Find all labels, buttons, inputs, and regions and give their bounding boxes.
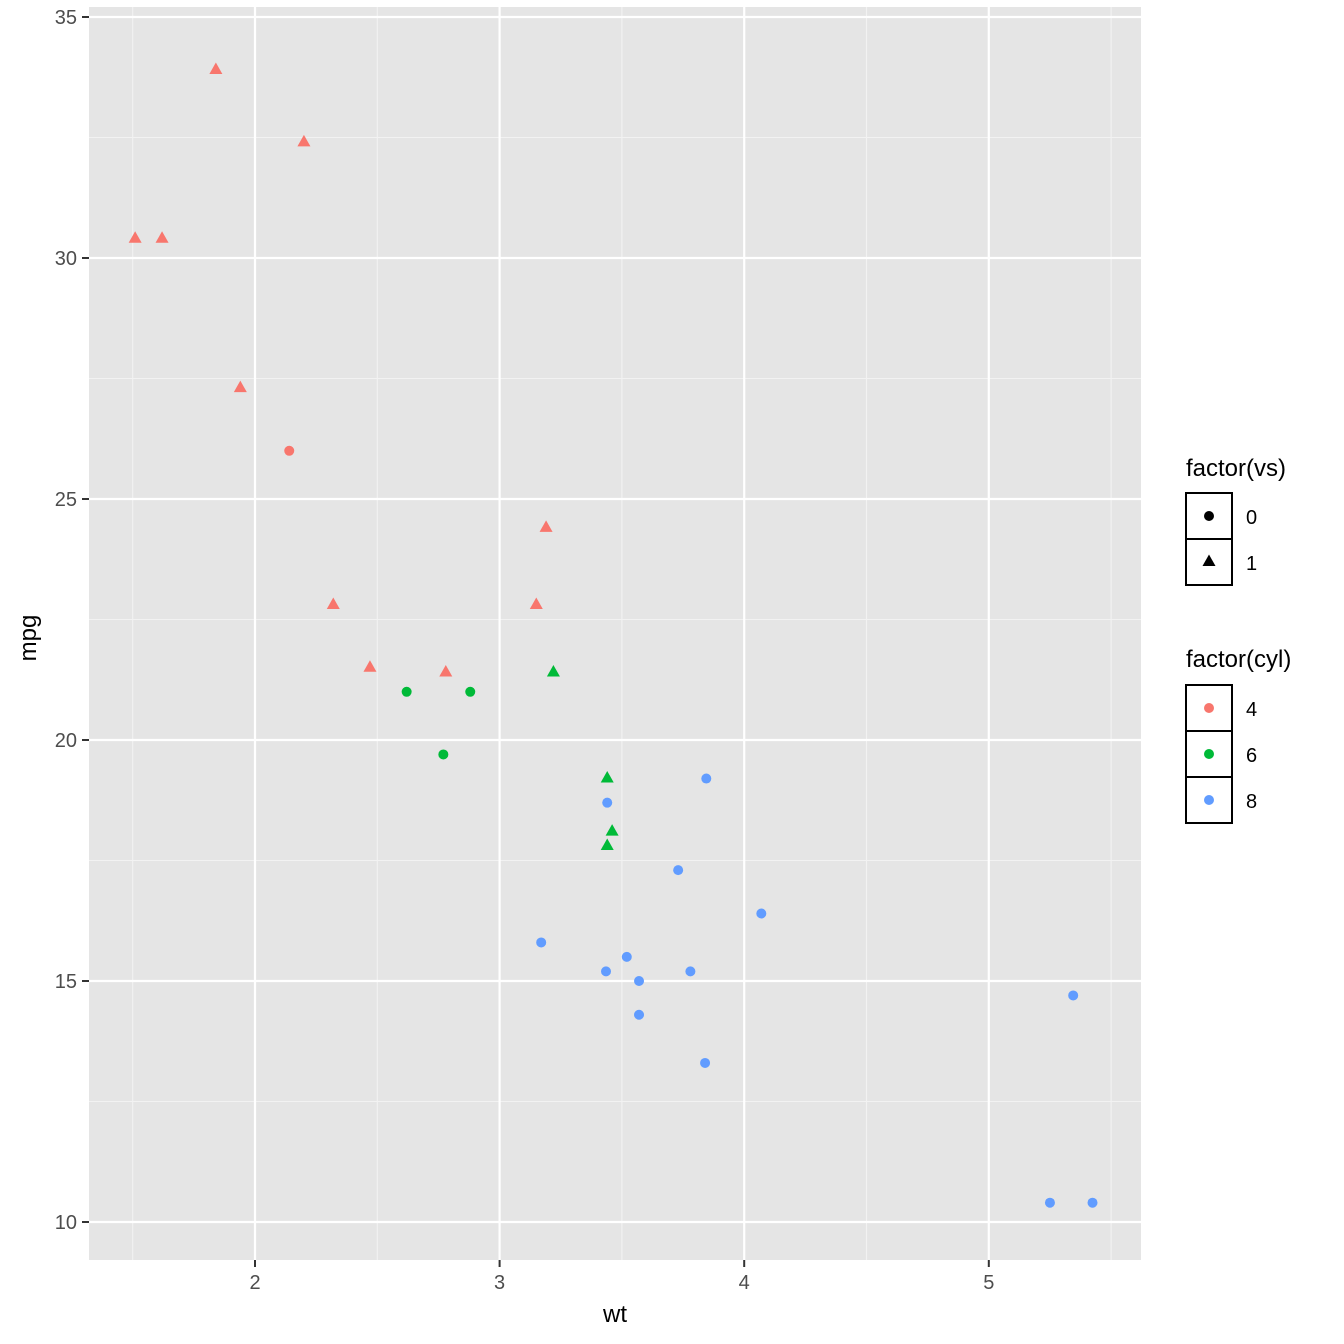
- data-point-triangle-cyl6: [546, 665, 560, 677]
- data-point-circle-cyl8: [602, 797, 613, 808]
- data-point-triangle-cyl6: [605, 824, 619, 836]
- x-axis-title: wt: [602, 1301, 627, 1328]
- y-tick-label: 25: [55, 489, 77, 511]
- data-point-triangle-cyl4: [233, 380, 247, 393]
- data-point-circle-cyl4: [284, 445, 295, 456]
- data-point-circle-cyl8: [601, 966, 612, 977]
- y-tick-label: 35: [55, 7, 77, 29]
- data-point-circle-cyl6: [401, 686, 412, 697]
- x-tick-label: 5: [983, 1272, 994, 1294]
- data-point-triangle-cyl4: [539, 520, 553, 532]
- minor-gridlines: [89, 7, 1141, 1260]
- data-point-triangle-cyl4: [326, 597, 340, 610]
- x-tick-label: 4: [739, 1272, 750, 1294]
- data-point-circle-cyl8: [1044, 1197, 1055, 1208]
- legend-vs: factor(vs) 0 1: [1185, 455, 1286, 586]
- legend-vs-label-0: 0: [1246, 507, 1257, 529]
- data-point-circle-cyl8: [634, 976, 645, 986]
- data-point-triangle-cyl4: [155, 231, 169, 243]
- legend-vs-triangle-symbol: [1202, 554, 1216, 566]
- y-tick-label: 20: [55, 730, 77, 752]
- plot-panel: [89, 7, 1141, 1260]
- data-point-circle-cyl8: [756, 908, 767, 919]
- legend-cyl: factor(cyl) 4 6 8: [1185, 646, 1291, 824]
- x-tick-label: 2: [249, 1272, 260, 1294]
- data-point-triangle-cyl4: [439, 665, 453, 677]
- y-tick-label: 10: [55, 1212, 77, 1234]
- y-tick-label: 30: [55, 248, 77, 270]
- data-point-circle-cyl8: [700, 1057, 711, 1068]
- data-points: [128, 62, 1098, 1208]
- data-point-circle-cyl8: [536, 937, 547, 948]
- legend-cyl-color-swatch-6: [1204, 749, 1214, 759]
- legend-cyl-color-swatch-4: [1204, 703, 1214, 713]
- data-point-triangle-cyl6: [600, 838, 614, 851]
- x-axis: 2 3 4 5: [249, 1260, 994, 1294]
- legend-cyl-color-swatch-8: [1204, 795, 1214, 805]
- legend-vs-title: factor(vs): [1186, 455, 1286, 482]
- data-point-circle-cyl8: [701, 773, 712, 784]
- y-axis-title: mpg: [15, 615, 42, 662]
- legend-vs-circle-symbol: [1204, 511, 1214, 521]
- x-tick-label: 3: [494, 1272, 505, 1294]
- data-point-triangle-cyl6: [600, 771, 614, 783]
- data-point-triangle-cyl4: [363, 660, 377, 672]
- data-point-circle-cyl6: [438, 749, 449, 760]
- y-axis: 10 15 20 25 30 35: [55, 7, 89, 1234]
- major-gridlines: [89, 7, 1141, 1260]
- legend-vs-label-1: 1: [1246, 553, 1257, 575]
- legend-cyl-title: factor(cyl): [1186, 646, 1291, 673]
- data-point-circle-cyl8: [1068, 990, 1079, 1001]
- data-point-triangle-cyl4: [209, 62, 223, 75]
- data-point-circle-cyl8: [634, 1009, 645, 1020]
- data-point-triangle-cyl4: [128, 231, 142, 243]
- data-point-circle-cyl8: [673, 865, 684, 876]
- data-point-circle-cyl8: [1087, 1197, 1098, 1208]
- data-point-circle-cyl8: [621, 951, 632, 962]
- legend-cyl-label-8: 8: [1246, 791, 1257, 813]
- legend-cyl-key-2: [1185, 776, 1233, 824]
- data-point-triangle-cyl4: [529, 597, 543, 610]
- data-point-circle-cyl8: [685, 966, 696, 977]
- legend-cyl-label-4: 4: [1246, 699, 1257, 721]
- y-tick-label: 15: [55, 971, 77, 993]
- data-point-circle-cyl6: [465, 686, 476, 697]
- data-point-triangle-cyl4: [297, 134, 311, 147]
- legend-cyl-label-6: 6: [1246, 745, 1257, 767]
